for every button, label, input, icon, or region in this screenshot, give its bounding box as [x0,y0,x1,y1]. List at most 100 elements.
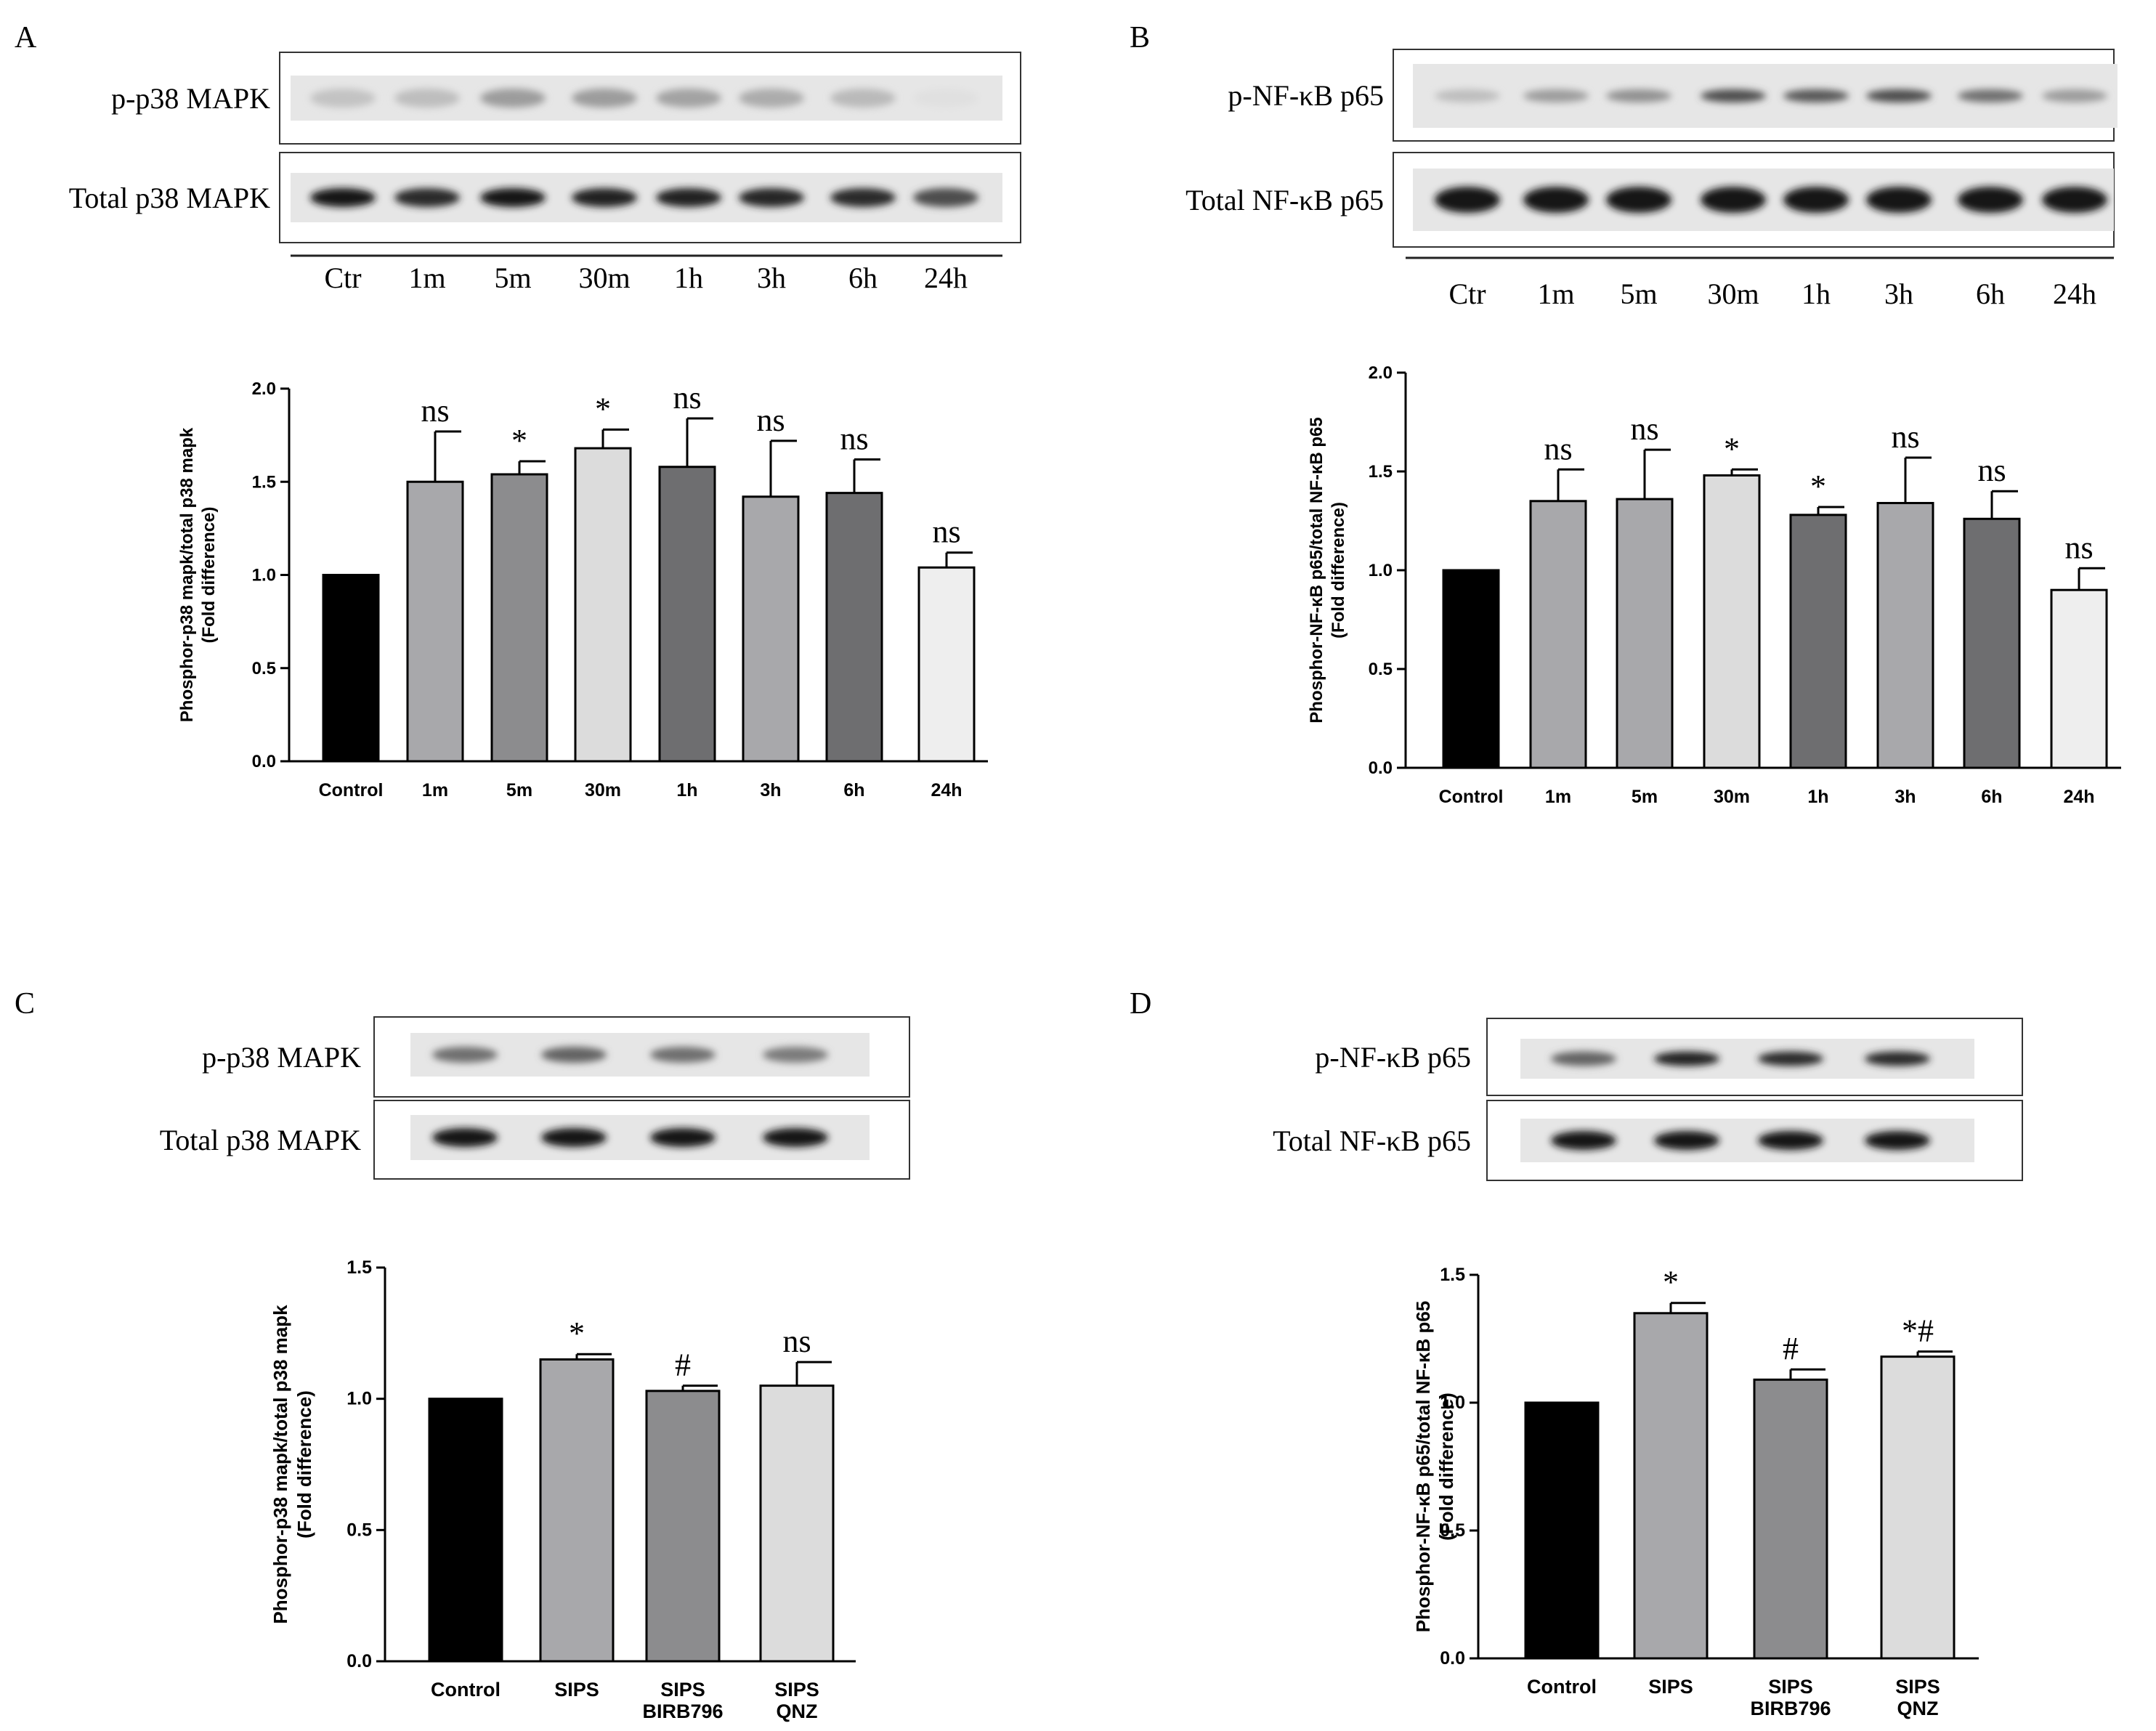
y-tick-label: 1.5 [1440,1265,1465,1285]
lane-label: 24h [2053,277,2096,310]
significance-label: ns [421,393,449,429]
blot-band [572,89,637,108]
blot-band [650,1128,716,1147]
blot-row-label: p-NF-κB p65 [1228,79,1384,112]
blot-row-label: Total NF-κB p65 [1273,1124,1471,1157]
significance-label: ns [1977,453,2006,488]
blot-band [1654,1131,1719,1150]
significance-label: * [595,391,611,426]
significance-label: * [511,423,527,458]
bar-1 [539,1358,615,1663]
blot-band [650,1047,716,1063]
category-label: 30m [1714,787,1750,807]
blot-band [1866,187,1932,213]
significance-label: ns [782,1323,811,1359]
significance-label: ns [1891,419,1919,455]
category-label: 1h [1807,787,1828,807]
bar-4 [1789,514,1847,769]
lane-label: 30m [1707,277,1759,310]
blot-band [1606,89,1671,102]
lane-label: 3h [757,262,786,294]
y-tick-label: 0.5 [1369,660,1393,679]
category-label: Control [1527,1676,1597,1698]
y-tick-label: 0.5 [252,659,276,678]
lane-label: Ctr [324,262,361,294]
bar-0 [428,1398,503,1663]
significance-label: # [1783,1331,1799,1366]
blot-panel-c: p-p38 MAPK Total p38 MAPK [160,1016,910,1180]
category-label: 3h [1894,787,1916,807]
y-tick-label: 1.0 [1369,561,1393,580]
significance-label: ns [1544,431,1572,466]
y-tick-label: 0.0 [346,1651,372,1671]
bar-3 [1880,1355,1956,1660]
y-tick-label: 2.0 [1369,363,1393,383]
blot-band [830,188,896,207]
lane-label: 1m [408,262,445,294]
category-label: 5m [506,780,532,800]
y-axis-label: (Fold difference) [1329,502,1348,639]
bar-6 [1963,517,2021,769]
lane-label: 1h [674,262,703,294]
category-label: 1m [1545,787,1571,807]
blot-band [1958,89,2023,102]
bar-7 [917,566,976,763]
y-tick-label: 1.5 [346,1257,372,1278]
category-label: 6h [1981,787,2002,807]
blot-band [432,1047,498,1063]
significance-label: ns [2064,530,2093,565]
lane-label: 5m [494,262,531,294]
blot-band [480,89,546,108]
blot-band [656,89,721,108]
lane-label: 30m [578,262,630,294]
bar-0 [1524,1401,1600,1660]
blot-band [1865,1051,1930,1066]
significance-label: ns [756,402,785,438]
category-label: QNZ [1897,1698,1939,1719]
lane-label: Ctr [1448,277,1486,310]
y-tick-label: 0.0 [252,752,276,771]
blot-band [1523,89,1589,102]
significance-label: # [675,1347,691,1383]
y-axis-label: (Fold difference) [1435,1392,1457,1541]
significance-label: ns [840,421,868,456]
blot-band [541,1047,607,1063]
blot-band [572,188,637,207]
category-label: QNZ [777,1700,818,1722]
y-tick-label: 0.5 [1440,1520,1465,1541]
category-label: 3h [760,780,781,800]
blot-band [763,1128,828,1147]
category-label: SIPS [660,1679,705,1700]
bar-2 [1616,498,1674,769]
lane-label: 6h [1976,277,2005,310]
bar-2 [645,1390,721,1663]
panel-letter-d: D [1130,987,1151,1021]
western-blots: p-p38 MAPK Total p38 MAPK Ctr 1m 5m 30m 1h 3h 6h… [69,49,2118,1181]
blot-band [656,188,721,207]
category-label: 1h [676,780,697,800]
blot-band [1866,89,1932,102]
blot-band [1551,1051,1616,1066]
blot-band [1958,187,2023,213]
blot-band [913,89,978,108]
blot-band [310,188,376,207]
y-tick-label: 2.0 [252,379,276,399]
bar-1 [1633,1312,1709,1660]
y-axis-label: (Fold difference) [199,506,219,643]
category-label: 6h [843,780,864,800]
bar-5 [1876,502,1934,769]
blot-row-label: p-p38 MAPK [202,1041,361,1074]
bar-6 [825,492,883,763]
blot-band [480,188,546,207]
bar-7 [2050,588,2108,769]
chart-panel-b: 0.0 0.5 1.0 1.5 2.0 Phosphor-NF-κB p65/total … [1307,363,2121,807]
bar-4 [658,466,716,763]
y-tick-label: 1.5 [1369,462,1393,482]
category-label: BIRB796 [642,1700,723,1722]
significance-label: ns [932,514,960,550]
significance-label: * [1663,1265,1679,1300]
blot-band [2042,89,2107,102]
blot-band [1701,89,1766,102]
blot-row-label: p-p38 MAPK [111,82,270,115]
y-tick-label: 0.0 [1369,758,1393,778]
